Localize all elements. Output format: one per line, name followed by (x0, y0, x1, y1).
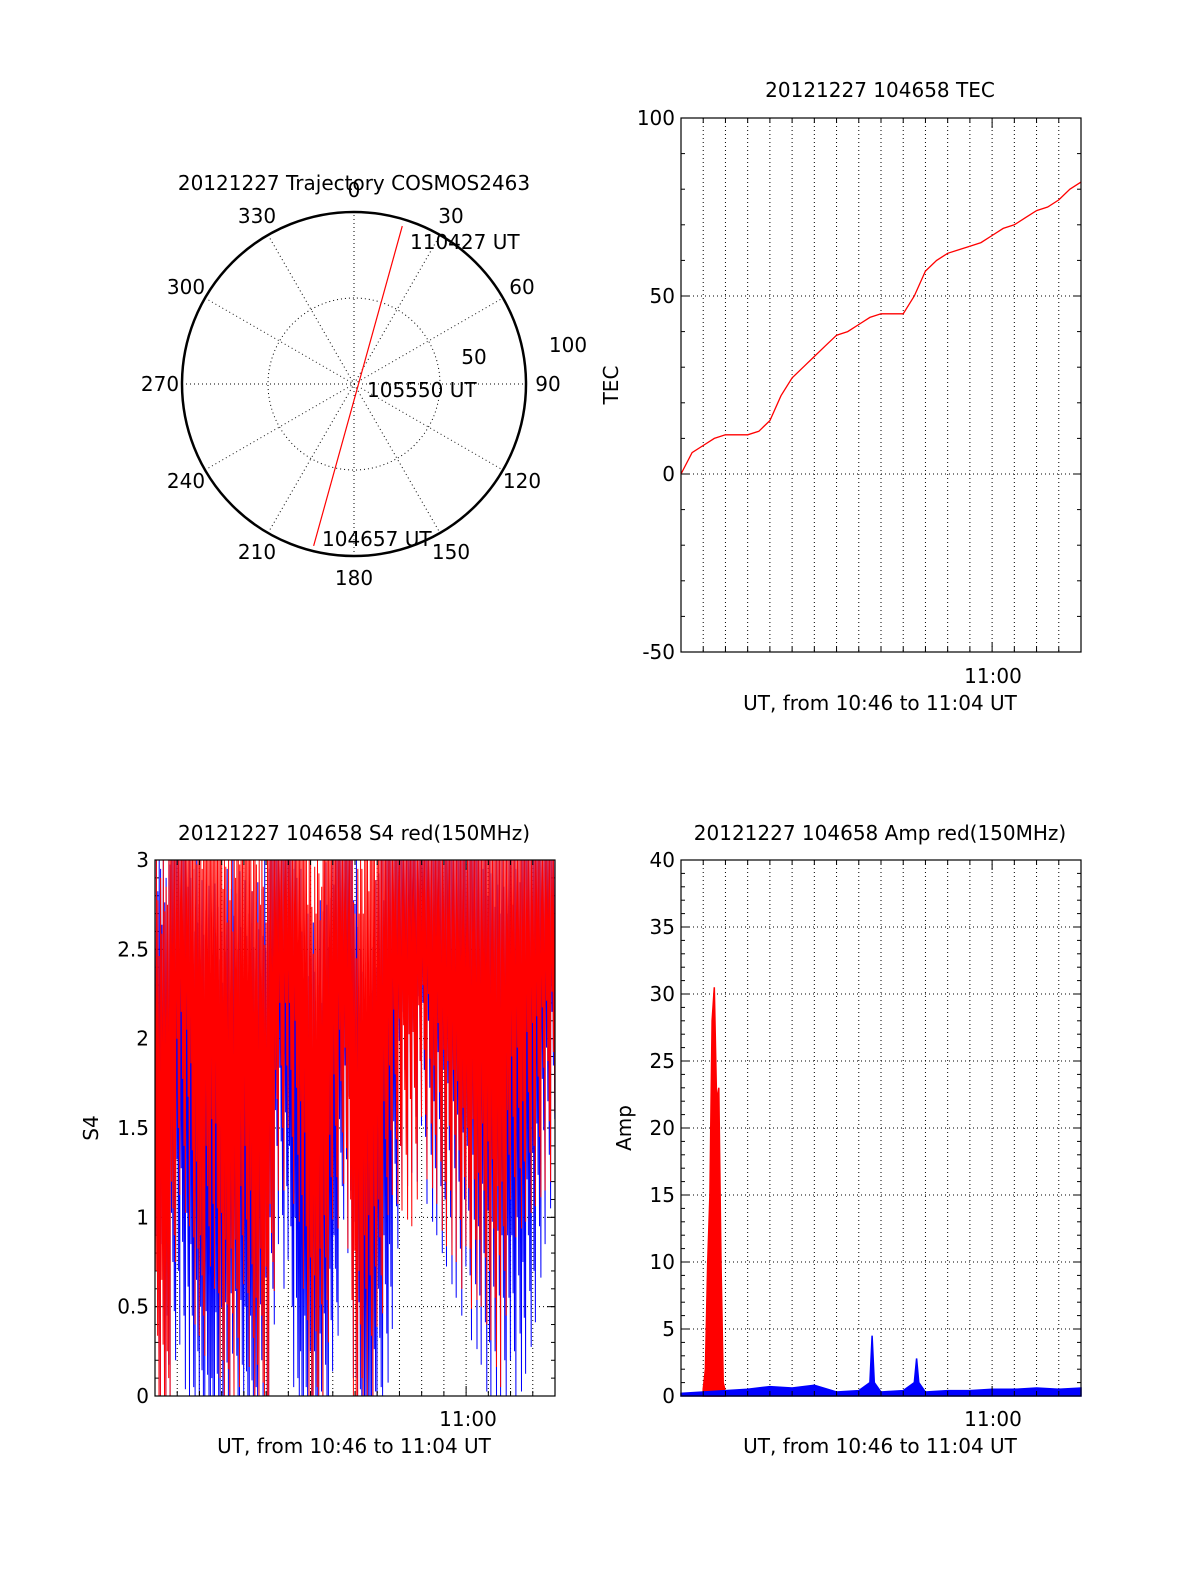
polar-angle-label-150: 150 (432, 540, 470, 564)
amp-ytick-label: 20 (650, 1116, 675, 1140)
polar-title: 20121227 Trajectory COSMOS2463 (178, 171, 530, 195)
polar-angle-label-330: 330 (238, 204, 276, 228)
polar-angle-label-0: 0 (348, 178, 361, 202)
amp-xlabel: UT, from 10:46 to 11:04 UT (743, 1434, 1018, 1458)
tec-ytick-label: -50 (642, 640, 675, 664)
s4-xlabel: UT, from 10:46 to 11:04 UT (217, 1434, 492, 1458)
polar-angle-label-180: 180 (335, 566, 373, 590)
amp-ytick-label: 10 (650, 1250, 675, 1274)
amp-ylabel: Amp (612, 1105, 636, 1151)
trajectory-start-label: 104657 UT (322, 527, 432, 551)
polar-angle-label-300: 300 (167, 275, 205, 299)
tec-panel: 20121227 104658 TEC TEC UT, from 10:46 t… (599, 78, 1082, 715)
s4-ytick-label: 1.5 (117, 1116, 149, 1140)
polar-angle-label-30: 30 (438, 204, 463, 228)
amp-title: 20121227 104658 Amp red(150MHz) (694, 821, 1066, 845)
polar-spokes (182, 212, 526, 556)
amp-ytick-label: 0 (662, 1384, 675, 1408)
amp-series-blue (680, 1335, 1082, 1397)
trajectory-mid-label: 105550 UT (367, 378, 477, 402)
s4-ytick-label: 3 (136, 848, 149, 872)
tec-ytick-label: 100 (637, 106, 675, 130)
tec-series-red (680, 181, 1082, 475)
amp-xtick-1100: 11:00 (964, 1407, 1022, 1431)
polar-radius-label-50: 50 (461, 345, 486, 369)
polar-angle-label-270: 270 (141, 372, 179, 396)
s4-ytick-label: 2.5 (117, 937, 149, 961)
tec-title: 20121227 104658 TEC (765, 78, 995, 102)
polar-angle-label-120: 120 (503, 469, 541, 493)
s4-title: 20121227 104658 S4 red(150MHz) (178, 821, 530, 845)
polar-trajectory-panel: 20121227 Trajectory COSMOS2463 0 30 60 90 12… (141, 171, 587, 590)
s4-series-red (154, 859, 556, 1397)
s4-xtick-1100: 11:00 (439, 1407, 497, 1431)
s4-ylabel: S4 (79, 1115, 103, 1140)
tec-ytick-label: 0 (662, 462, 675, 486)
polar-angle-label-60: 60 (509, 275, 534, 299)
amp-panel: 20121227 104658 Amp red(150MHz) Amp UT, … (612, 821, 1082, 1458)
trajectory-end-label: 110427 UT (410, 230, 520, 254)
s4-ytick-label: 1 (136, 1205, 149, 1229)
s4-panel: 20121227 104658 S4 red(150MHz) S4 UT, fr… (79, 821, 556, 1458)
polar-inner-circle (267, 297, 441, 471)
polar-angle-label-90: 90 (535, 372, 560, 396)
trajectory-line (313, 225, 403, 547)
tec-xtick-1100: 11:00 (964, 664, 1022, 688)
amp-ytick-label: 5 (662, 1317, 675, 1341)
amp-ytick-label: 40 (650, 848, 675, 872)
tec-xlabel: UT, from 10:46 to 11:04 UT (743, 691, 1018, 715)
amp-ytick-label: 15 (650, 1183, 675, 1207)
polar-radius-label-100: 100 (549, 333, 587, 357)
s4-ytick-label: 0.5 (117, 1295, 149, 1319)
s4-ytick-label: 2 (136, 1027, 149, 1051)
s4-ytick-label: 0 (136, 1384, 149, 1408)
tec-ytick-label: 50 (650, 284, 675, 308)
amp-series-red (702, 987, 727, 1397)
polar-angle-labels: 0 30 60 90 120 150 180 210 240 270 300 330 (141, 178, 561, 590)
polar-angle-label-210: 210 (238, 540, 276, 564)
polar-spoke-150 (267, 234, 441, 534)
polar-angle-label-240: 240 (167, 469, 205, 493)
amp-ytick-label: 25 (650, 1049, 675, 1073)
tec-ylabel: TEC (599, 366, 623, 406)
amp-ytick-label: 30 (650, 982, 675, 1006)
amp-ytick-label: 35 (650, 915, 675, 939)
